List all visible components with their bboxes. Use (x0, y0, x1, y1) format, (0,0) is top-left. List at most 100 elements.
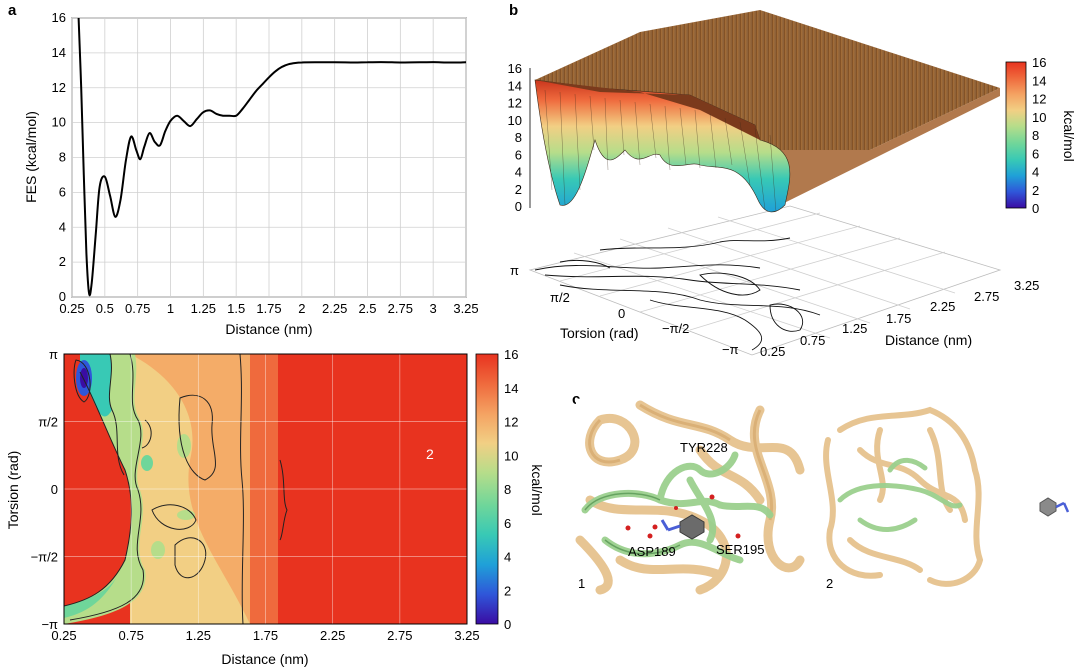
x-tick-label: 2.75 (388, 301, 413, 316)
torsion-tick-labels: π π/2 0 −π/2 −π (510, 263, 739, 357)
heat-y-tick-label: 0 (51, 482, 58, 497)
z-tick-label: 0 (515, 199, 522, 214)
distance-tick-label: 0.75 (800, 333, 825, 348)
heat-local-minimum (177, 510, 195, 520)
surface-colorbar-tick: 16 (1032, 55, 1046, 70)
y-tick-label: 4 (59, 219, 66, 234)
z-tick-label: 4 (515, 165, 522, 180)
torsion-tick-label: π (510, 263, 519, 278)
surface-colorbar (1005, 61, 1027, 209)
residue-label-ser195: SER195 (716, 542, 764, 557)
x-tick-label: 2.5 (358, 301, 376, 316)
surface-colorbar-tick: 12 (1032, 92, 1046, 107)
protein-structure-state-1: TYR228 ASP189 SER195 1 (575, 400, 805, 595)
x-tick-label: 0.25 (59, 301, 84, 316)
panel-label-c: c (572, 391, 580, 408)
fes-heatmap: 0.25 0.75 1.25 1.75 2.25 2.75 3.25ππ/20−π/2−π … (5, 347, 545, 667)
heat-colorbar-tick: 8 (504, 482, 511, 497)
heat-frame (63, 353, 468, 625)
heat-y-axis-label: Torsion (rad) (5, 451, 21, 530)
x-tick-label: 0.5 (96, 301, 114, 316)
state-label-2: 2 (826, 576, 833, 591)
torsion-axis-label: Torsion (rad) (560, 325, 639, 341)
surface-colorbar-tick: 2 (1032, 183, 1039, 198)
z-tick-label: 6 (515, 147, 522, 162)
heat-colorbar-tick: 0 (504, 617, 511, 632)
distance-tick-label: 3.25 (1014, 278, 1039, 293)
y-tick-label: 8 (59, 150, 66, 165)
x-tick-label: 1.75 (256, 301, 281, 316)
heat-gridlines (64, 354, 467, 624)
distance-axis-label: Distance (nm) (885, 332, 972, 348)
heat-local-minimum (141, 455, 153, 471)
heat-x-tick-label: 2.25 (320, 628, 345, 643)
x-tick-label: 1 (167, 301, 174, 316)
torsion-tick-label: −π (722, 342, 739, 357)
heat-x-tick-label: 3.25 (454, 628, 479, 643)
residue-label-asp189: ASP189 (628, 544, 676, 559)
surface-colorbar-tick: 0 (1032, 201, 1039, 216)
heat-colorbar-tick: 14 (504, 381, 518, 396)
distance-tick-labels: 0.25 0.75 1.25 1.75 2.25 2.75 3.25 (760, 278, 1039, 359)
y-tick-label: 14 (52, 45, 66, 60)
z-tick-labels: 0 2 4 6 8 10 12 14 16 (508, 61, 522, 214)
x-tick-label: 3 (430, 301, 437, 316)
distance-tick-label: 2.75 (974, 289, 999, 304)
fes-series-line (77, 18, 466, 297)
surface-colorbar-tick: 6 (1032, 146, 1039, 161)
heat-y-tick-label: −π (41, 617, 58, 632)
heat-colorbar (475, 353, 499, 625)
gridlines (71, 17, 467, 298)
surface-colorbar-tick: 14 (1032, 73, 1046, 88)
heat-x-axis-label: Distance (nm) (221, 651, 308, 667)
y-axis-label: FES (kcal/mol) (23, 111, 39, 203)
state-label-1: 1 (578, 576, 585, 591)
y-tick-label: 0 (59, 289, 66, 304)
heat-y-tick-label: π (49, 347, 58, 362)
heat-colorbar-label: kcal/mol (529, 464, 545, 515)
surface-colorbar-tick: 8 (1032, 128, 1039, 143)
heat-annotation-2: 2 (426, 446, 434, 462)
heat-colorbar-tick: 4 (504, 550, 511, 565)
x-tick-label: 1.25 (191, 301, 216, 316)
heat-y-tick-label: π/2 (38, 415, 58, 430)
heat-colorbar-tick: 16 (504, 347, 518, 362)
surface-plateau (535, 10, 1000, 150)
floor-contours (534, 237, 821, 351)
z-tick-label: 10 (508, 113, 522, 128)
heat-colorbar-tick: 6 (504, 516, 511, 531)
z-tick-label: 2 (515, 182, 522, 197)
panel-label-a: a (8, 2, 17, 19)
protein-structure-state-2: 2 (823, 406, 1070, 591)
torsion-tick-label: −π/2 (662, 321, 689, 336)
torsion-tick-label: π/2 (550, 290, 570, 305)
surface-mesh (544, 89, 777, 213)
y-tick-label: 12 (52, 80, 66, 95)
distance-tick-label: 0.25 (760, 344, 785, 359)
heat-local-minimum (151, 541, 165, 559)
z-tick-label: 16 (508, 61, 522, 76)
residue-label-tyr228: TYR228 (680, 440, 728, 455)
surface-ridge-top (535, 80, 760, 140)
surface-colorbar-tick: 4 (1032, 165, 1039, 180)
z-tick-label: 12 (508, 96, 522, 111)
x-tick-label: 2.25 (322, 301, 347, 316)
heat-colorbar-tick: 10 (504, 448, 518, 463)
heat-x-tick-label: 2.75 (387, 628, 412, 643)
heat-x-tick-label: 0.75 (119, 628, 144, 643)
protein-panel: TYR228 ASP189 SER195 1 (575, 400, 1070, 595)
distance-tick-label: 2.25 (930, 299, 955, 314)
z-tick-label: 14 (508, 78, 522, 93)
heat-ridge-bottom (64, 575, 118, 618)
y-tick-label: 2 (59, 254, 66, 269)
fes-line-chart: 0.25 0.5 0.75 1 1.25 1.5 1.75 2 2.25 2.5 2.75 3 3.25… (23, 10, 479, 337)
x-tick-label: 0.75 (125, 301, 150, 316)
ligand-molecule (625, 494, 741, 540)
distance-tick-label: 1.75 (886, 311, 911, 326)
heat-wall-left (64, 370, 132, 606)
heat-x-tick-label: 1.25 (186, 628, 211, 643)
heat-colorbar-ticks: 0 2 4 6 8 10 12 14 16 (504, 347, 518, 632)
x-tick-label: 1.5 (227, 301, 245, 316)
heat-colorbar-tick: 12 (504, 415, 518, 430)
